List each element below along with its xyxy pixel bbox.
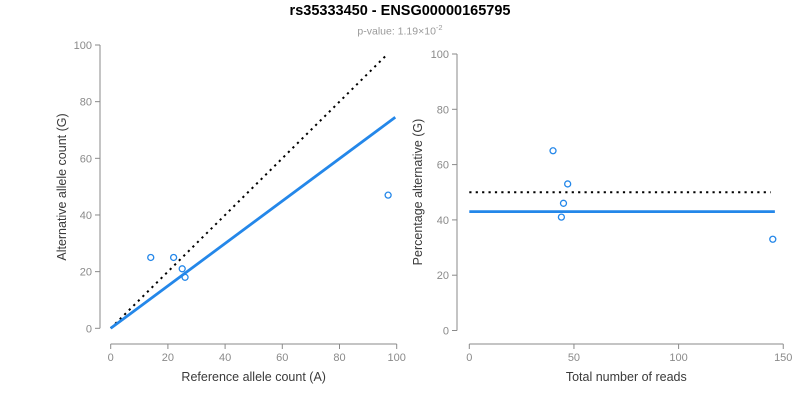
y-tick-label: 60 [437,160,449,172]
data-point [557,213,566,221]
x-tick-label: 150 [774,352,792,364]
data-point [564,180,572,188]
x-tick-label: 100 [388,352,406,364]
data-point [147,253,155,262]
y-tick-label: 0 [86,323,92,335]
y-tick-label: 80 [80,97,92,109]
fit-line [109,116,397,330]
x-axis-title: Total number of reads [566,370,687,384]
y-axis-title: Alternative allele count (G) [55,113,69,260]
plot-panel-2: 0 50 100 150 0 20 40 60 80 100 Total number of rea… [411,49,792,384]
y-tick-label: 20 [80,267,92,279]
subtitle-text: p-value: 1.19×10 [357,25,436,38]
data-point [549,147,557,155]
x-axis-title: Reference allele count (A) [181,370,326,384]
data-point [769,235,777,243]
y-axis-title: Percentage alternative (G) [411,119,425,266]
y-tick-label: 0 [443,326,449,338]
x-tick-label: 60 [276,352,288,364]
y-tick-label: 100 [74,40,92,52]
x-tick-label: 20 [162,352,174,364]
data-point [181,273,189,281]
x-tick-label: 40 [219,352,231,364]
y-tick-label: 60 [80,153,92,165]
subtitle-exponent: -2 [435,23,443,32]
y-tick-label: 40 [437,215,449,227]
x-tick-label: 0 [466,352,472,364]
y-tick-label: 80 [437,104,449,116]
data-point [384,191,392,199]
data-point [559,199,568,207]
y-tick-label: 40 [80,210,92,222]
data-point [178,265,186,273]
data-point [169,253,178,262]
plot-panel-1: 0 20 40 60 80 100 0 20 40 60 80 100 Reference allele… [55,40,406,384]
identity-line [109,54,388,330]
x-tick-label: 0 [108,352,114,364]
x-tick-label: 50 [568,352,580,364]
y-tick-label: 100 [431,49,449,61]
chart-subtitle: p-value: 1.19×10-2 [0,23,800,38]
x-tick-label: 80 [333,352,345,364]
chart-title: rs35333450 - ENSG00000165795 [289,3,511,19]
y-tick-label: 20 [437,270,449,282]
x-tick-label: 100 [669,352,687,364]
